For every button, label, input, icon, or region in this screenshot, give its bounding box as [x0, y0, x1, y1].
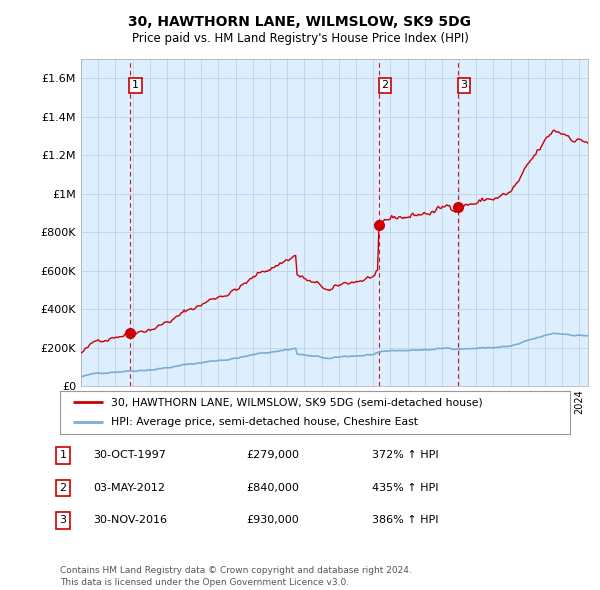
Text: £930,000: £930,000 [246, 516, 299, 525]
Text: Price paid vs. HM Land Registry's House Price Index (HPI): Price paid vs. HM Land Registry's House … [131, 32, 469, 45]
Text: 30-NOV-2016: 30-NOV-2016 [93, 516, 167, 525]
Text: 1: 1 [132, 80, 139, 90]
Text: 386% ↑ HPI: 386% ↑ HPI [372, 516, 439, 525]
Text: 372% ↑ HPI: 372% ↑ HPI [372, 451, 439, 460]
Text: £840,000: £840,000 [246, 483, 299, 493]
Text: £279,000: £279,000 [246, 451, 299, 460]
Text: 1: 1 [59, 451, 67, 460]
Text: HPI: Average price, semi-detached house, Cheshire East: HPI: Average price, semi-detached house,… [111, 417, 418, 427]
Text: 03-MAY-2012: 03-MAY-2012 [93, 483, 165, 493]
Text: 435% ↑ HPI: 435% ↑ HPI [372, 483, 439, 493]
Text: Contains HM Land Registry data © Crown copyright and database right 2024.
This d: Contains HM Land Registry data © Crown c… [60, 566, 412, 587]
Text: 30, HAWTHORN LANE, WILMSLOW, SK9 5DG (semi-detached house): 30, HAWTHORN LANE, WILMSLOW, SK9 5DG (se… [111, 397, 483, 407]
Text: 2: 2 [382, 80, 389, 90]
Text: 30, HAWTHORN LANE, WILMSLOW, SK9 5DG: 30, HAWTHORN LANE, WILMSLOW, SK9 5DG [128, 15, 472, 29]
Text: 2: 2 [59, 483, 67, 493]
Text: 30-OCT-1997: 30-OCT-1997 [93, 451, 166, 460]
Text: 3: 3 [460, 80, 467, 90]
Text: 3: 3 [59, 516, 67, 525]
